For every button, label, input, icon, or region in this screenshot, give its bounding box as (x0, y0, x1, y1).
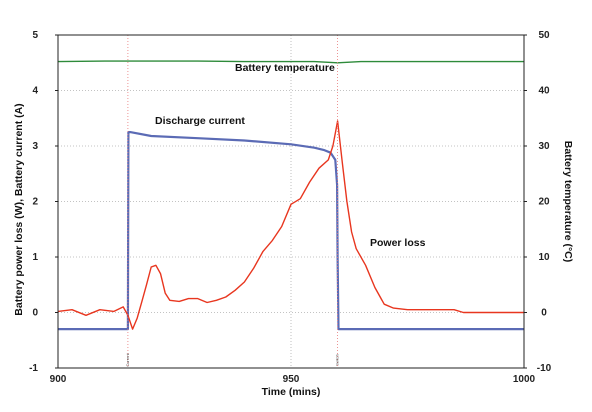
y-tick-label: 3 (32, 141, 38, 152)
power-loss-line (57, 120, 524, 330)
x-tick-label: 950 (283, 374, 300, 385)
series-annotations: Battery temperature Discharge current Powe… (155, 62, 426, 249)
y2-tick-label: 10 (538, 252, 550, 263)
y-tick-label: 4 (32, 86, 38, 97)
y2-tick-label: 40 (538, 86, 550, 97)
time-markers: Current Switch (125, 35, 340, 368)
y-axis-title: Battery power loss (W), Battery current … (13, 103, 25, 315)
time-marker-label: Current (125, 352, 130, 366)
y2-axis-title: Battery temperature (°C) (562, 141, 574, 262)
y2-tick-label: 50 (538, 30, 550, 41)
y2-tick-label: 30 (538, 141, 550, 152)
y-tick-label: 5 (32, 30, 38, 41)
y-tick-label: 0 (32, 308, 38, 319)
series-annotation: Power loss (370, 237, 426, 249)
y2-tick-label: -10 (537, 363, 552, 374)
time-marker-label: Switch (335, 354, 340, 366)
battery-temperature-line (57, 60, 524, 64)
x-axis-title: Time (mins) (262, 386, 321, 398)
y2-tick-label: 20 (538, 197, 550, 208)
y-tick-label: 2 (32, 197, 38, 208)
series-group (57, 60, 524, 331)
y-tick-label: 1 (32, 252, 38, 263)
series-annotation: Battery temperature (235, 62, 335, 74)
series-annotation: Discharge current (155, 115, 245, 127)
x-tick-label: 900 (50, 374, 67, 385)
x-tick-label: 1000 (513, 374, 536, 385)
y-tick-label: -1 (29, 363, 38, 374)
y2-tick-label: 0 (541, 308, 547, 319)
discharge-current-line (58, 131, 524, 331)
